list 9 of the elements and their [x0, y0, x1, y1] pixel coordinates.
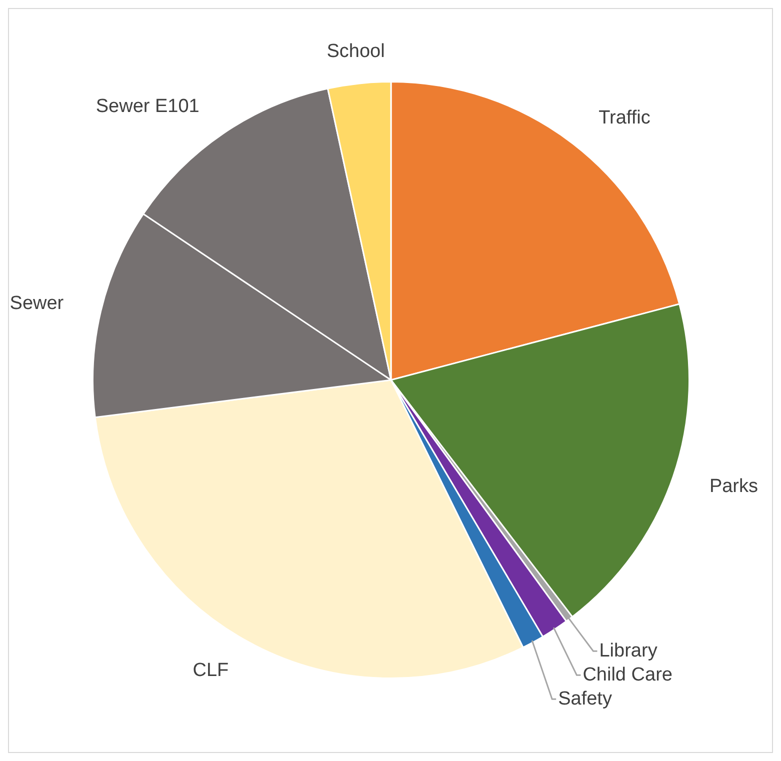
slice-label: School	[326, 40, 385, 62]
slice-label: Sewer E101	[96, 96, 200, 118]
slice-label: Safety	[558, 688, 612, 710]
slice-label: Child Care	[582, 664, 672, 686]
slice-label: Sewer	[10, 293, 64, 314]
slice-label: Traffic	[598, 108, 650, 129]
slice-label: Parks	[709, 476, 758, 498]
slice-label: Library	[599, 640, 658, 662]
slice-label: CLF	[192, 660, 229, 682]
